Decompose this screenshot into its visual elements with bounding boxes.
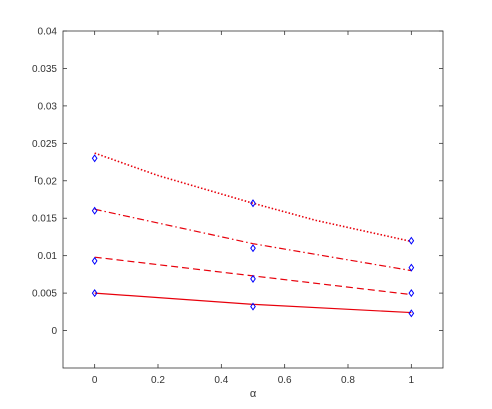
- y-tick-label: 0.015: [32, 214, 57, 225]
- series-line-dashdot: [94, 208, 412, 272]
- x-axis-label: α: [250, 388, 257, 400]
- data-point-marker: [408, 236, 415, 245]
- y-tick-label: 0.02: [38, 176, 58, 187]
- x-tick-label: 0.8: [341, 375, 355, 386]
- data-point-marker: [250, 274, 256, 283]
- y-tick-label: 0.03: [38, 101, 58, 112]
- plot-frame: [62, 30, 444, 369]
- x-tick-label: 0.4: [214, 375, 228, 386]
- x-tick-label: 0.2: [151, 375, 165, 386]
- data-point-marker: [91, 289, 98, 298]
- y-tick-label: 0.025: [32, 139, 57, 150]
- data-point-marker: [91, 154, 98, 163]
- y-tick-label: 0: [51, 326, 57, 337]
- y-tick-label: 0.005: [32, 289, 57, 300]
- data-point-marker: [250, 199, 256, 208]
- x-tick-label: 1: [409, 375, 415, 386]
- series-line-solid: [94, 292, 412, 314]
- y-axis-label: r: [34, 173, 38, 185]
- data-point-marker: [408, 309, 415, 318]
- x-axis-ticks: 0 0.2 0.4 0.6 0.8 1: [92, 31, 415, 386]
- y-tick-label: 0.04: [38, 27, 58, 38]
- y-tick-label: 0.035: [32, 64, 57, 75]
- data-point-marker: [250, 244, 256, 253]
- data-point-marker: [91, 206, 98, 215]
- x-tick-label: 0: [92, 375, 98, 386]
- data-point-marker: [250, 302, 256, 311]
- data-point-marker: [408, 263, 415, 272]
- data-point-marker: [91, 256, 98, 265]
- y-axis-ticks: 0 0.005 0.01 0.015 0.02 0.025 0.03 0.035 0.04: [32, 27, 443, 337]
- data-point-marker: [408, 289, 415, 298]
- x-tick-label: 0.6: [278, 375, 292, 386]
- y-tick-label: 0.01: [38, 251, 58, 262]
- series-layer: [91, 152, 415, 318]
